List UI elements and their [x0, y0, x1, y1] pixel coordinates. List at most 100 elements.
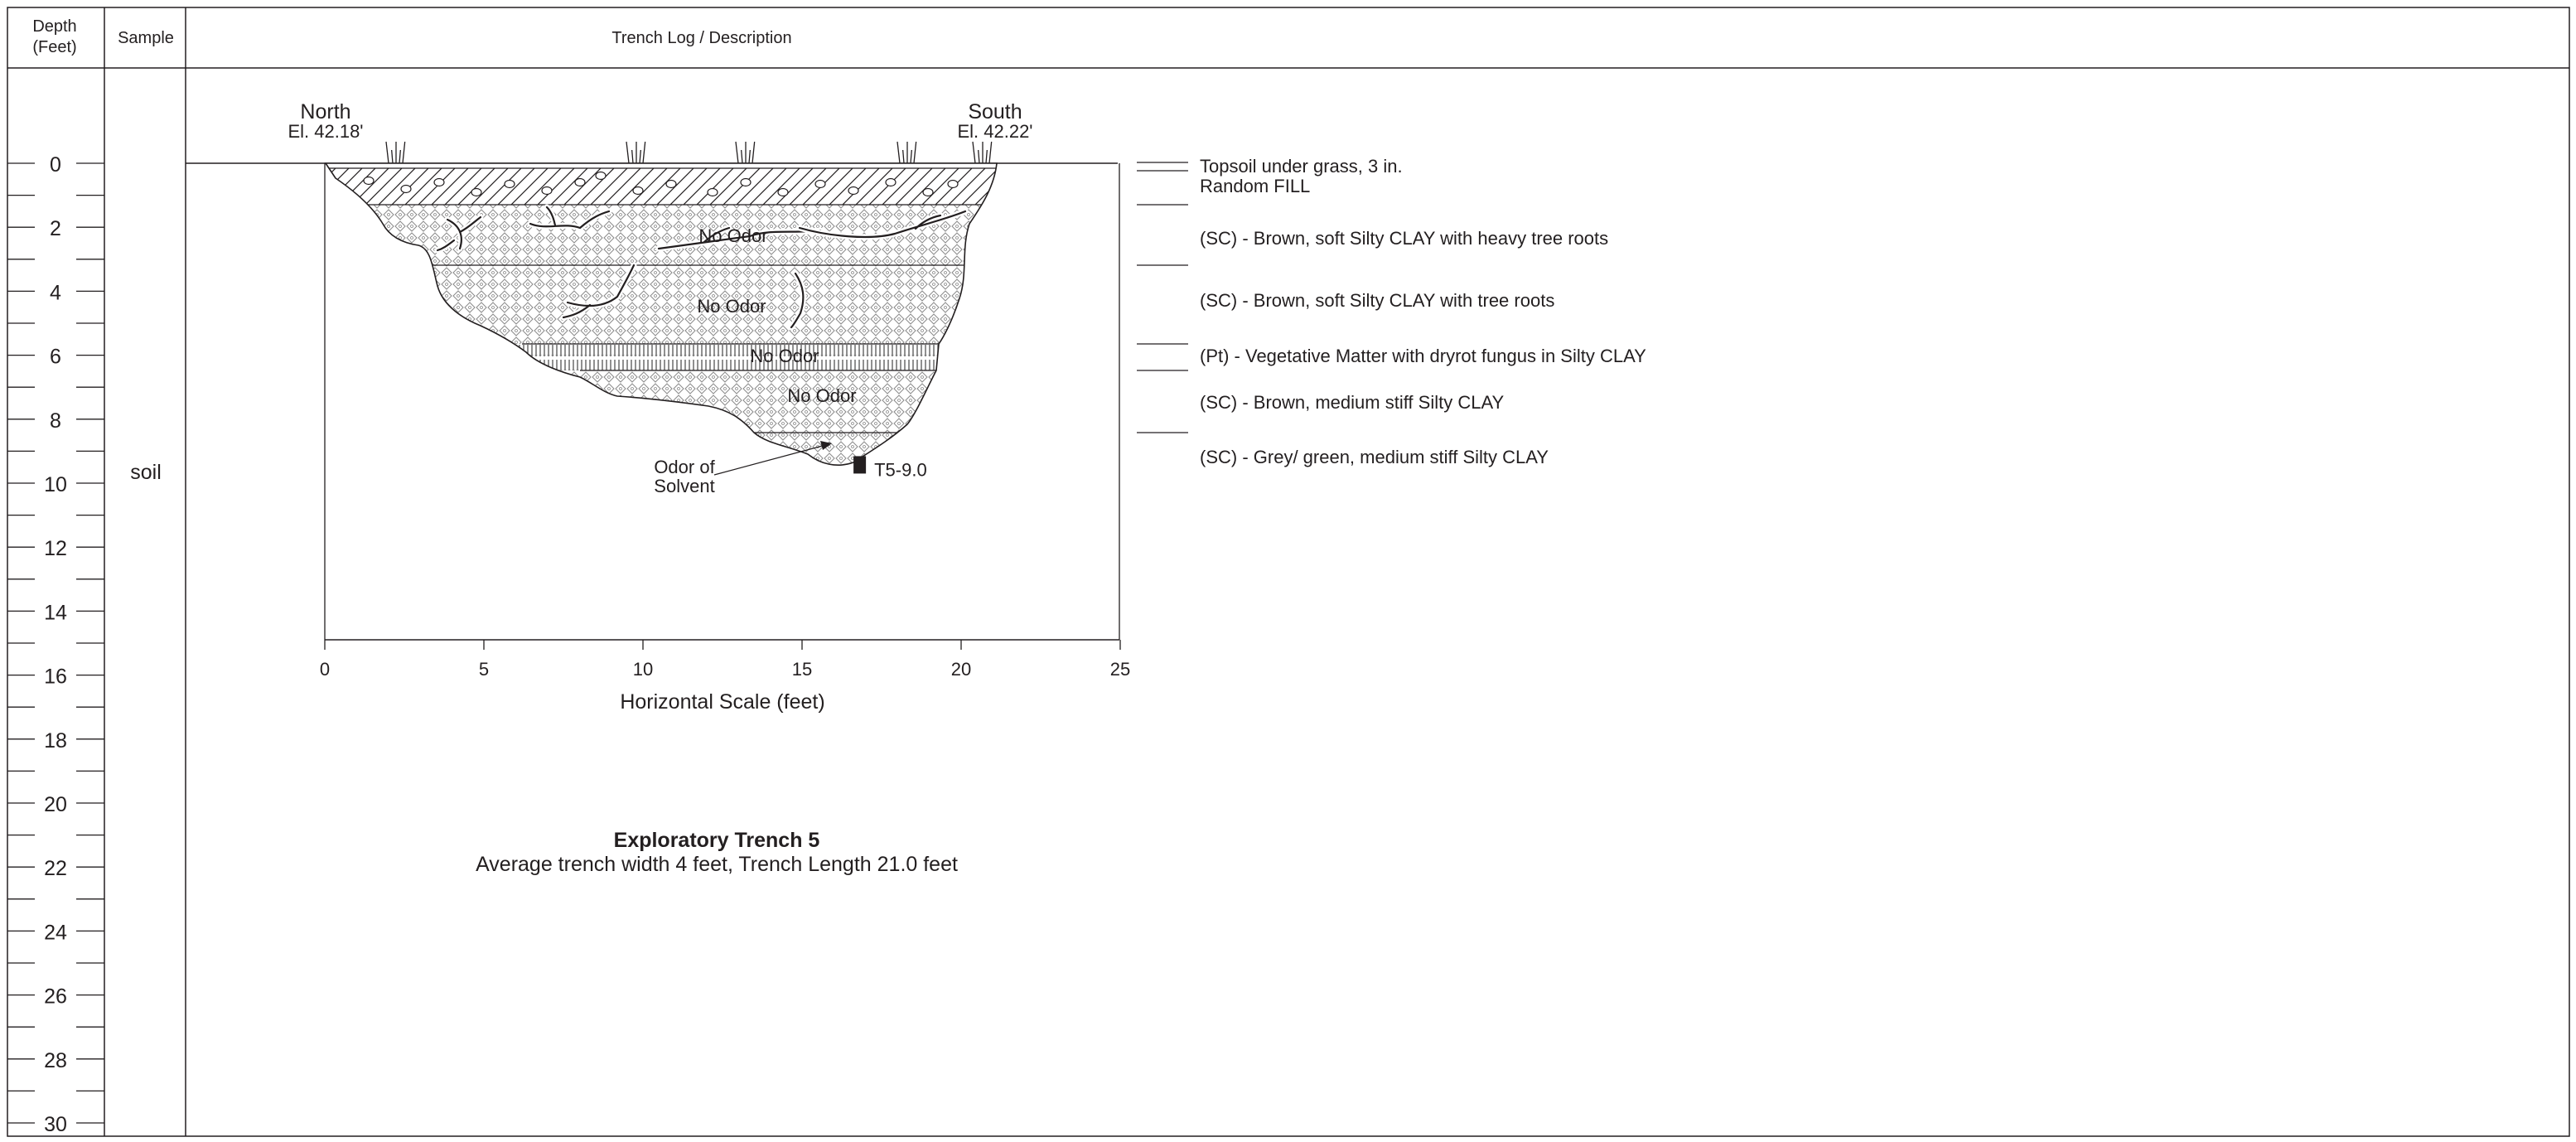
tree-root [529, 206, 611, 230]
grass-blade [988, 141, 993, 164]
odor-label: No Odor [787, 385, 856, 406]
outer-border [7, 7, 2570, 1137]
trench-outline [324, 162, 998, 466]
fill-clast [363, 176, 375, 186]
fill-clast [504, 179, 515, 189]
north-elevation: El. 42.18' [288, 121, 363, 142]
fill-clast [707, 187, 718, 197]
odor-label: No Odor [750, 346, 819, 366]
depth-tick-label: 0 [50, 153, 61, 177]
brown-stiff-clay-band [326, 370, 997, 433]
depth-tick-label: 6 [50, 346, 61, 369]
grass-blade [402, 141, 406, 164]
horizontal-tick-label: 10 [633, 659, 653, 680]
depth-tick-label: 8 [50, 409, 61, 433]
depth-tick-label: 22 [44, 857, 67, 880]
fill-clast [848, 186, 859, 196]
grass-blade [913, 141, 917, 164]
depth-tick-label: 12 [44, 537, 67, 560]
fill-clast [665, 179, 677, 189]
topsoil-band [326, 163, 997, 168]
south-elevation: El. 42.22' [957, 121, 1032, 142]
fill-clast [595, 171, 607, 181]
fill-clast [777, 187, 789, 197]
trench-layers [326, 163, 997, 466]
sample-id-label: T5-9.0 [874, 459, 927, 480]
fill-clast [400, 184, 412, 194]
trench-log-header: Trench Log / Description [611, 29, 791, 47]
depth-header-line1: Depth [32, 17, 76, 36]
odor-label: No Odor [697, 296, 766, 317]
grass-tuft [972, 141, 993, 164]
grass-blade [391, 149, 394, 164]
depth-tick-label: 26 [44, 985, 67, 1009]
grass-blade [748, 149, 751, 164]
grass-tuft [385, 141, 406, 164]
north-label: North [300, 100, 350, 123]
depth-tick-label: 16 [44, 665, 67, 689]
sample-soil-label: soil [130, 461, 162, 484]
strata-description: Random FILL [1200, 176, 1310, 196]
fill-clast [541, 186, 553, 196]
strata-description: (SC) - Brown, soft Silty CLAY with tree … [1200, 290, 1554, 311]
depth-tick-label: 28 [44, 1049, 67, 1072]
grass-blade [642, 141, 646, 164]
horizontal-scale-axis: 0 5 10 15 20 25 [320, 639, 1130, 680]
depth-tick-label: 4 [50, 281, 61, 304]
grass-tuft [897, 141, 917, 164]
south-label: South [968, 100, 1022, 123]
depth-tick-label: 18 [44, 729, 67, 752]
callout-line1: Odor of [654, 457, 715, 477]
grass-blade [735, 141, 739, 164]
fill-clast [814, 179, 826, 189]
fill-clast [632, 186, 644, 196]
sample-marker [853, 456, 867, 474]
horizontal-tick-label: 20 [951, 659, 971, 680]
grass-blade [972, 141, 976, 164]
depth-tick-label: 10 [44, 473, 67, 496]
strata-descriptions: Topsoil under grass, 3 in.Random FILL (SC… [1137, 156, 1646, 467]
random-fill-band [326, 168, 997, 205]
tree-root [562, 264, 636, 319]
grass-tuft [626, 141, 646, 164]
depth-tick-label: 30 [44, 1113, 67, 1136]
tree-root [436, 215, 482, 252]
fill-clast [947, 179, 959, 189]
grass-blade [897, 141, 901, 164]
callout-line2: Solvent [654, 476, 714, 496]
grass-blade [752, 141, 756, 164]
tree-root [790, 272, 805, 329]
fill-clast [885, 177, 897, 187]
trench-title: Exploratory Trench 5 [614, 829, 820, 852]
fill-clast [574, 177, 586, 187]
horizontal-scale-label: Horizontal Scale (feet) [620, 690, 824, 714]
depth-tick-label: 20 [44, 793, 67, 816]
horizontal-tick-label: 5 [479, 659, 489, 680]
grass-tuft [735, 141, 756, 164]
grass-blade [399, 149, 401, 164]
depth-header-line2: (Feet) [32, 38, 76, 56]
odor-label: No Odor [698, 225, 767, 246]
fill-clast [433, 177, 445, 187]
horizontal-tick-label: 0 [320, 659, 330, 680]
vegetative-matter-band [326, 344, 997, 370]
fill-clast [922, 187, 934, 197]
grass-blade [985, 149, 988, 164]
tree-root [798, 210, 967, 239]
grass-blade [626, 141, 630, 164]
tree-root [657, 226, 822, 250]
depth-tick-label: 2 [50, 217, 61, 240]
strata-description: Topsoil under grass, 3 in. [1200, 156, 1403, 177]
callout-leader-line [713, 443, 829, 476]
strata-description: (SC) - Brown, soft Silty CLAY with heavy… [1200, 228, 1608, 249]
header-row: Depth (Feet) Sample Trench Log / Descrip… [32, 17, 791, 56]
fill-clast [740, 177, 752, 187]
fill-clast [471, 187, 482, 197]
strata-description: (Pt) - Vegetative Matter with dryrot fun… [1200, 346, 1646, 366]
grass-blade [902, 149, 905, 164]
callout-arrowhead [820, 441, 832, 450]
grass-blade [631, 149, 634, 164]
strata-description: (SC) - Grey/ green, medium stiff Silty C… [1200, 447, 1549, 467]
